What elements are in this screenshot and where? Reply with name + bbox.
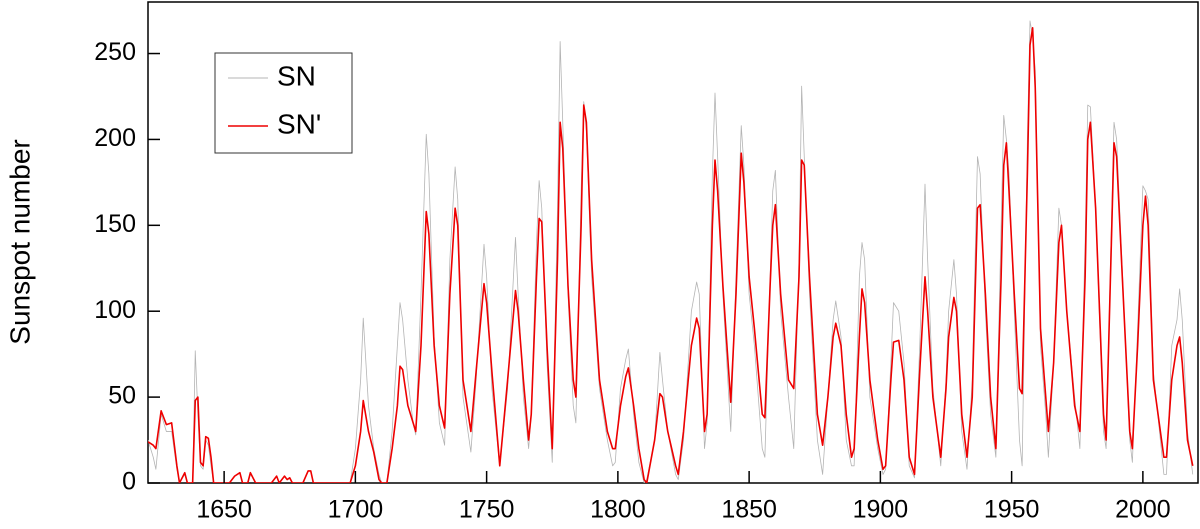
y-tick-label: 200 xyxy=(94,124,136,152)
x-tick-label: 1750 xyxy=(459,496,515,524)
legend-box xyxy=(214,52,353,154)
plot-frame xyxy=(147,1,1199,484)
y-tick-label: 0 xyxy=(122,468,136,496)
y-tick-label: 100 xyxy=(94,296,136,324)
x-tick-label: 1700 xyxy=(328,496,384,524)
x-tick-label: 1900 xyxy=(853,496,909,524)
legend-label: SN' xyxy=(277,108,321,139)
x-tick-label: 1950 xyxy=(984,496,1040,524)
x-tick-label: 2000 xyxy=(1115,496,1171,524)
y-tick-label: 250 xyxy=(94,38,136,66)
lines xyxy=(148,20,1194,483)
y-tick-label: 50 xyxy=(108,382,136,410)
series-line xyxy=(148,26,1194,483)
y-tick-label: 150 xyxy=(94,210,136,238)
x-tick-label: 1800 xyxy=(590,496,646,524)
x-tick-label: 1650 xyxy=(196,496,252,524)
y-axis-label: Sunspot number xyxy=(4,139,35,344)
x-tick-label: 1850 xyxy=(721,496,777,524)
legend-label: SN xyxy=(277,60,316,91)
